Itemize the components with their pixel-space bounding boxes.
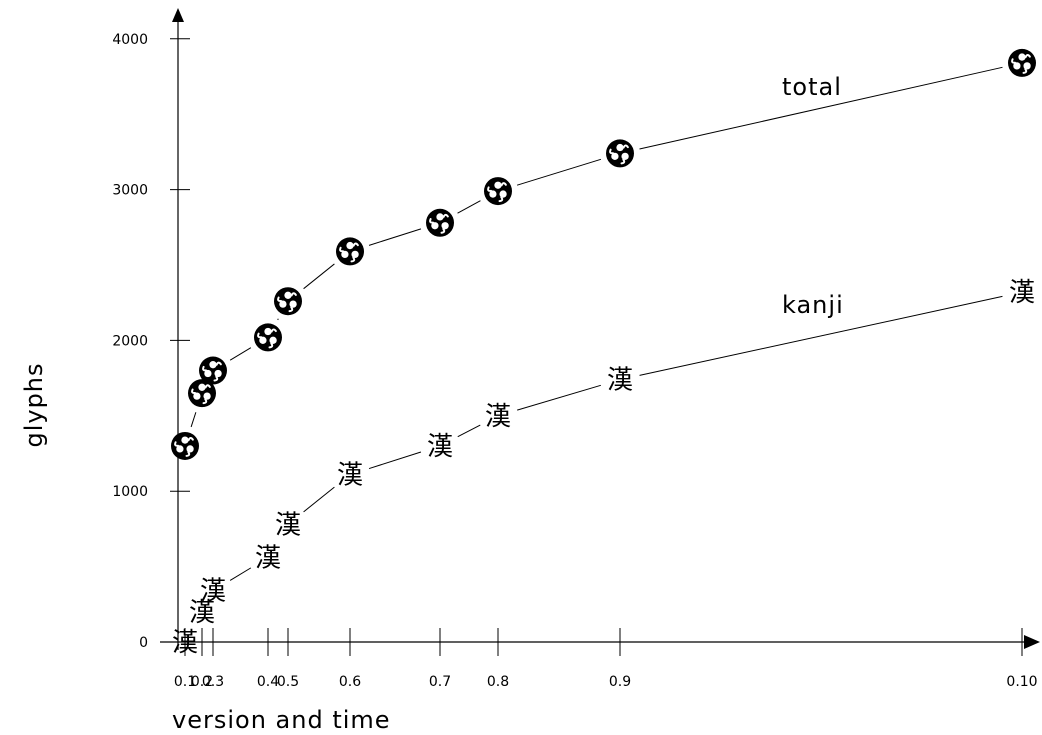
series-lines (190, 66, 1003, 581)
y-ticks: 0 1000 2000 3000 4000 (112, 32, 190, 651)
x-tick-label: 0.3 (202, 674, 224, 690)
series-line-kanji (517, 384, 601, 411)
point-total (254, 323, 282, 352)
series-line-total (516, 158, 602, 186)
point-kanji: 漢 (189, 598, 215, 628)
series-label-total: total (782, 73, 842, 101)
series-line-total (368, 228, 422, 246)
point-kanji: 漢 (607, 366, 633, 396)
series-label-kanji: kanji (782, 291, 844, 319)
x-tick-label: 0.9 (609, 674, 631, 690)
point-kanji: 漢 (485, 402, 511, 432)
point-total (1008, 48, 1036, 77)
x-tick-label: 0.2 (191, 674, 213, 690)
series-line-total (229, 347, 252, 361)
x-ticks: 0.10.20.3 0.40.5 0.6 0.7 0.8 0.9 0.10 (174, 628, 1038, 690)
point-total (199, 356, 227, 385)
y-axis-label: glyphs (20, 362, 48, 447)
series-line-total (457, 200, 481, 214)
series-line-kanji (229, 567, 252, 581)
series-line-kanji (303, 486, 335, 513)
series-line-total (639, 66, 1003, 150)
point-total (274, 287, 302, 316)
point-total (484, 177, 512, 206)
point-kanji: 漢 (1009, 278, 1035, 308)
y-tick-label: 3000 (112, 183, 148, 199)
x-tick-label: 0.6 (339, 674, 361, 690)
x-axis-label: version and time (172, 706, 391, 734)
x-tick-label: 0.5 (277, 674, 299, 690)
point-kanji: 漢 (255, 544, 281, 574)
series-line-kanji (639, 295, 1003, 376)
x-tick-label: 0.7 (429, 674, 451, 690)
y-axis-arrow (172, 8, 184, 22)
series-line-kanji (457, 424, 481, 438)
point-kanji: 漢 (200, 577, 226, 607)
series-line-total (277, 318, 279, 321)
y-tick-label: 1000 (112, 484, 148, 500)
point-kanji: 漢 (172, 628, 198, 658)
y-tick-label: 4000 (112, 32, 148, 48)
series-line-total (190, 412, 197, 428)
series-line-kanji (368, 451, 422, 470)
point-total (336, 237, 364, 266)
axes (160, 8, 1040, 650)
point-total (606, 139, 634, 168)
point-kanji: 漢 (337, 461, 363, 491)
series-line-total (303, 263, 335, 290)
point-total (426, 208, 454, 237)
x-axis-arrow (1024, 635, 1040, 649)
x-tick-label: 0.4 (257, 674, 279, 690)
point-kanji: 漢 (427, 432, 453, 462)
y-tick-label: 0 (139, 635, 148, 651)
point-kanji: 漢 (275, 510, 301, 540)
labels: version and time glyphs total kanji (20, 73, 844, 734)
x-tick-label: 0.1 (174, 674, 196, 690)
y-tick-label: 2000 (112, 333, 148, 349)
x-tick-label: 0.10 (1006, 674, 1037, 690)
point-total (188, 379, 216, 408)
point-total (171, 431, 199, 460)
x-tick-label: 0.8 (487, 674, 509, 690)
